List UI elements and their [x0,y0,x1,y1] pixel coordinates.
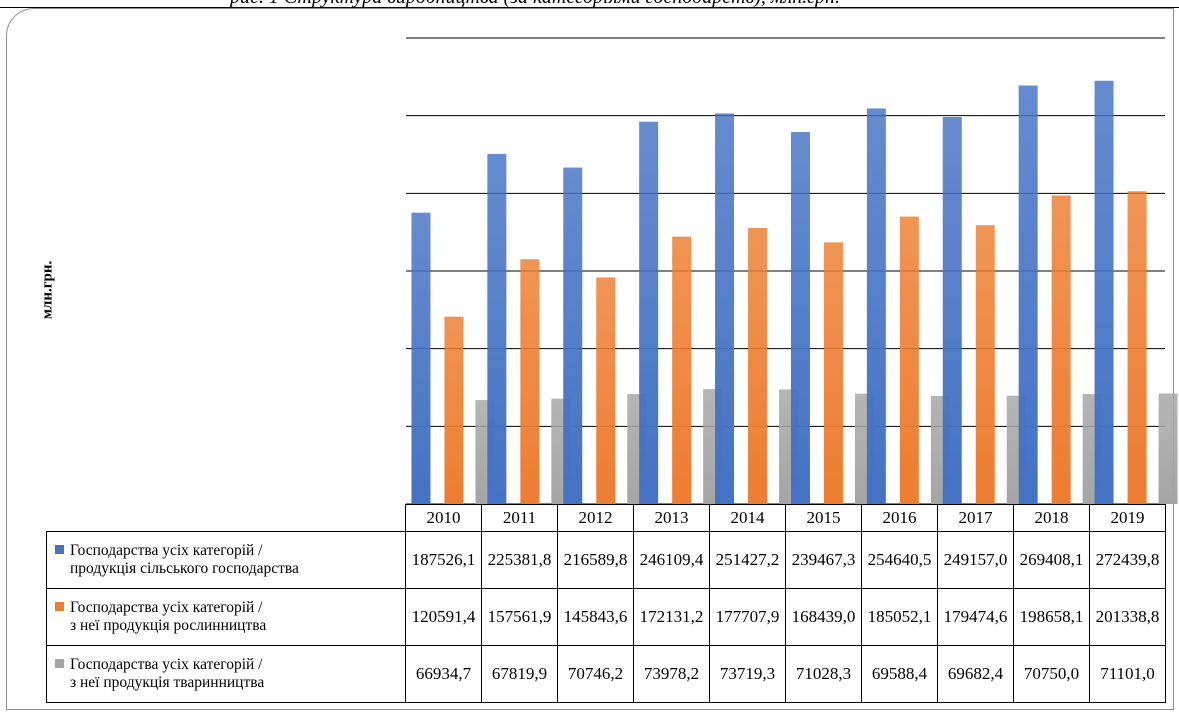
legend-swatch [55,545,64,554]
data-label-2-2012: 145843,6 [557,588,634,646]
data-label-1-2014: 251427,2 [709,531,786,589]
bar-1-2015 [790,132,810,504]
data-label-3-2018: 70750,0 [1013,645,1090,703]
tick-label-2014: 2014 [709,504,786,532]
legend-label-line2: продукція сільського господарства [70,560,299,577]
data-label-1-2011: 225381,8 [481,531,558,589]
data-label-3-2014: 73719,3 [709,645,786,703]
data-label-2-2013: 172131,2 [633,588,710,646]
data-label-3-2010: 66934,7 [405,645,482,703]
bar-3-2019 [1158,393,1178,504]
data-label-3-2012: 70746,2 [557,645,634,703]
tick-label-2013: 2013 [633,504,710,532]
bar-2-2010 [444,316,464,504]
data-label-2-2019: 201338,8 [1089,588,1166,646]
bar-2-2013 [672,236,692,504]
legend-entry-1: Господарства усіх категорій / продукція с… [46,531,406,589]
data-label-2-2017: 179474,6 [937,588,1014,646]
bar-1-2017 [942,116,962,504]
chart-frame [6,8,1174,710]
bar-1-2016 [866,108,886,504]
table-corner [47,505,406,532]
data-label-1-2017: 249157,0 [937,531,1014,589]
data-label-3-2019: 71101,0 [1089,645,1166,703]
data-table: 2010 2011 2012 2013 2014 2015 2016 2017 2018 2019… [46,504,1166,703]
data-label-2-2010: 120591,4 [405,588,482,646]
figure-caption: рис. 1 Структура виробництва (за категор… [230,0,840,9]
tick-label-2018: 2018 [1013,504,1090,532]
table-header-row: 2010 2011 2012 2013 2014 2015 2016 2017 2018 2019 [47,504,1166,532]
tick-label-2016: 2016 [861,504,938,532]
bar-2-2016 [899,216,919,504]
data-label-1-2016: 254640,5 [861,531,938,589]
bar-2-2012 [596,277,616,504]
data-label-1-2018: 269408,1 [1013,531,1090,589]
table-row: Господарства усіх категорій / з неї проду… [46,588,1166,646]
legend-label-line2: з неї продукція рослинництва [70,617,267,634]
data-label-3-2013: 73978,2 [633,645,710,703]
tick-label-2011: 2011 [481,504,558,532]
legend-swatch [55,659,64,668]
tick-label-2019: 2019 [1089,504,1166,532]
legend-label-line2: з неї продукція тваринництва [70,674,265,691]
bar-2-2019 [1127,191,1147,504]
data-label-1-2015: 239467,3 [785,531,862,589]
top-rule [0,7,1179,8]
data-label-2-2014: 177707,9 [709,588,786,646]
data-label-3-2011: 67819,9 [481,645,558,703]
data-label-2-2016: 185052,1 [861,588,938,646]
bar-2-2014 [748,227,768,504]
tick-label-2010: 2010 [405,504,482,532]
data-label-3-2015: 71028,3 [785,645,862,703]
bar-1-2019 [1094,80,1114,504]
bar-1-2012 [563,167,583,504]
data-label-2-2018: 198658,1 [1013,588,1090,646]
legend-swatch [55,602,64,611]
bar-1-2013 [639,121,659,504]
data-label-1-2019: 272439,8 [1089,531,1166,589]
data-label-1-2013: 246109,4 [633,531,710,589]
bar-2-2015 [823,242,843,504]
data-label-2-2015: 168439,0 [785,588,862,646]
legend-entry-2: Господарства усіх категорій / з неї проду… [46,588,406,646]
legend-label-line1: Господарства усіх категорій / [70,656,263,673]
table-row: Господарства усіх категорій / з неї проду… [46,645,1166,703]
bar-1-2010 [411,212,431,504]
legend-label-line1: Господарства усіх категорій / [70,599,263,616]
bar-2-2017 [975,225,995,504]
bar-2-2011 [520,259,540,504]
table-row: Господарства усіх категорій / продукція с… [46,531,1166,589]
data-label-2-2011: 157561,9 [481,588,558,646]
tick-label-2015: 2015 [785,504,862,532]
bar-1-2014 [715,113,735,504]
legend-label-line1: Господарства усіх категорій / [70,542,263,559]
bar-2-2018 [1051,195,1071,504]
data-label-3-2017: 69682,4 [937,645,1014,703]
legend-entry-3: Господарства усіх категорій / з неї проду… [46,645,406,703]
data-label-1-2010: 187526,1 [405,531,482,589]
tick-label-2012: 2012 [557,504,634,532]
bar-1-2011 [487,153,507,505]
bar-1-2018 [1018,85,1038,505]
data-label-1-2012: 216589,8 [557,531,634,589]
data-label-3-2016: 69588,4 [861,645,938,703]
tick-label-2017: 2017 [937,504,1014,532]
